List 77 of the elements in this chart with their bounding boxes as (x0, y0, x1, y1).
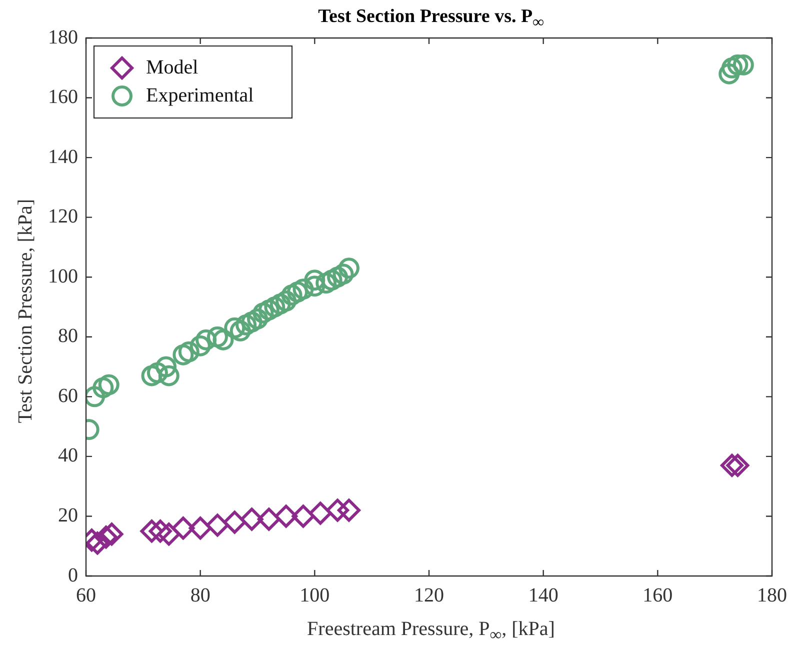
point (141, 365, 162, 386)
x-tick-label: 160 (642, 584, 673, 606)
y-tick-label: 140 (48, 146, 78, 168)
point (156, 356, 177, 378)
point (252, 302, 274, 324)
y-axis-title: Test Section Pressure, [kPa] (14, 198, 38, 424)
chart-title: Test Section Pressure vs. P$_{∞}$ (317, 6, 545, 32)
point (146, 362, 168, 384)
point (270, 294, 291, 315)
point (726, 454, 750, 477)
point (247, 308, 268, 330)
x-tick-label: 120 (414, 584, 444, 606)
point (332, 264, 354, 285)
x-tick-label: 60 (76, 584, 96, 606)
point (241, 311, 262, 332)
y-tick-label: 160 (48, 86, 78, 108)
point (158, 365, 180, 386)
point (172, 516, 195, 540)
point (718, 63, 740, 84)
point (98, 374, 120, 396)
point (304, 276, 326, 297)
point (304, 270, 326, 291)
point (326, 498, 350, 522)
point (308, 502, 332, 525)
point (230, 320, 251, 342)
point (190, 335, 211, 356)
x-tick-label: 140 (528, 584, 558, 606)
x-axis-title: Freestream Pressure, P$_{∞}$, [kPa] (306, 618, 556, 645)
y-tick-label: 180 (48, 26, 78, 48)
y-tick-label: 60 (58, 384, 78, 407)
point (86, 532, 109, 555)
point (338, 258, 360, 279)
x-tick-label: 180 (757, 584, 787, 606)
point (206, 514, 229, 537)
y-tick-label: 40 (58, 444, 78, 467)
point (188, 516, 212, 540)
y-tick-label: 0 (68, 564, 78, 586)
point (157, 522, 180, 546)
point (100, 522, 124, 546)
point (292, 504, 315, 528)
point (276, 290, 297, 312)
point (148, 520, 172, 543)
point (292, 278, 314, 300)
point (224, 317, 246, 338)
point (212, 329, 234, 350)
point (264, 296, 286, 318)
y-tick-label: 100 (48, 265, 78, 288)
legend-label: Model (146, 56, 199, 78)
point (172, 344, 194, 366)
point (196, 329, 217, 350)
y-tick-label: 80 (58, 325, 78, 348)
point (258, 299, 280, 320)
point (727, 54, 748, 76)
point (732, 54, 754, 76)
y-tick-label: 120 (48, 206, 78, 228)
point (337, 498, 360, 522)
point (206, 326, 228, 348)
point (236, 314, 257, 336)
point (721, 57, 742, 78)
point (240, 508, 264, 531)
point (321, 270, 342, 291)
y-tick-label: 20 (58, 504, 78, 526)
x-tick-label: 80 (190, 584, 210, 606)
x-tick-label: 100 (300, 584, 330, 606)
point (178, 341, 200, 362)
point (223, 510, 246, 534)
point (92, 377, 114, 398)
point (287, 282, 308, 303)
point (94, 526, 118, 549)
point (257, 508, 280, 531)
legend-label: Experimental (146, 84, 254, 106)
point (316, 272, 337, 294)
point (327, 266, 348, 288)
point (274, 504, 298, 528)
point (140, 520, 164, 543)
point (281, 284, 302, 306)
point (720, 454, 744, 477)
